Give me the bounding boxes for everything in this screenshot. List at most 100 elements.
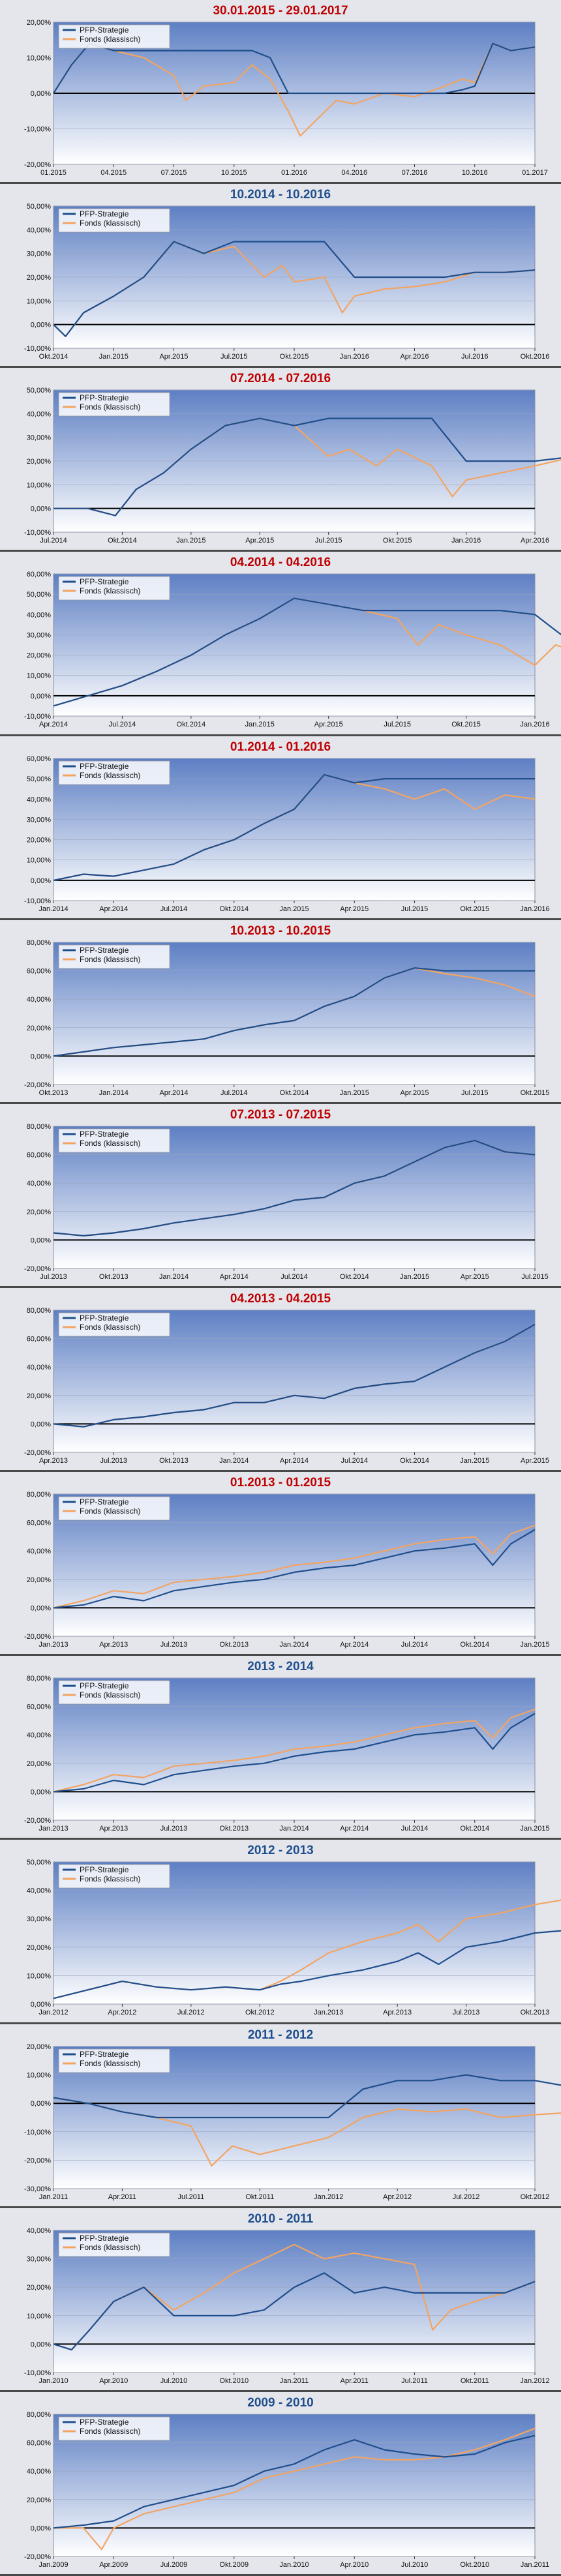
chart-panel: 01.2014 - 01.2016 60,00% 50,00% 40,00% 30,00… (0, 736, 561, 920)
legend-label: PFP-Strategie (80, 1681, 129, 1690)
x-tick-label: Jan.2014 (38, 905, 68, 913)
x-tick-label: Apr.2013 (99, 1641, 128, 1649)
y-tick-label: 40,00% (27, 2468, 52, 2476)
legend-label: Fonds (klassisch) (80, 586, 140, 595)
y-tick-label: 80,00% (27, 1491, 52, 1499)
x-tick-label: Apr.2013 (383, 2009, 412, 2016)
y-tick-label: 0,00% (31, 693, 51, 700)
x-tick-label: Jan.2011 (521, 2561, 549, 2569)
y-tick-label: -10,00% (24, 897, 51, 905)
legend (58, 1128, 170, 1153)
y-tick-label: -20,00% (24, 1817, 51, 1825)
x-tick-label: Jul.2013 (40, 1273, 67, 1281)
x-tick-label: Apr.2009 (99, 2561, 128, 2569)
x-tick-label: Apr.2013 (99, 1825, 128, 1833)
y-tick-label: 0,00% (31, 1236, 51, 1244)
x-tick-label: Jul.2015 (461, 1089, 489, 1097)
chart-panel: 04.2014 - 04.2016 60,00% 50,00% 40,00% 30,00… (0, 552, 561, 736)
legend-label: PFP-Strategie (80, 946, 129, 955)
x-tick-label: Okt.2010 (460, 2561, 489, 2569)
x-tick-label: Jan.2013 (38, 1641, 68, 1649)
x-tick-label: Jul.2011 (177, 2193, 204, 2201)
x-tick-label: Apr.2014 (220, 1273, 249, 1281)
x-tick-label: Apr.2014 (99, 905, 128, 913)
y-tick-label: 20,00% (27, 458, 52, 466)
y-tick-label: 20,00% (27, 19, 52, 27)
x-tick-label: Okt.2015 (280, 353, 309, 361)
x-tick-label: Apr.2014 (340, 1641, 369, 1649)
series-line-pfp-strategie (53, 417, 561, 517)
x-tick-label: Okt.2015 (460, 905, 489, 913)
chart-panel: 01.2013 - 01.2015 80,00% 60,00% 40,00% 20,00… (0, 1472, 561, 1656)
x-tick-label: Apr.2015 (400, 1089, 429, 1097)
legend-label: Fonds (klassisch) (80, 1323, 140, 1332)
y-tick-label: 40,00% (27, 1180, 52, 1188)
x-tick-label: Jan.2015 (520, 1641, 549, 1649)
chart-panel: 2009 - 2010 80,00% 60,00% 40,00% 20,00% 0,00%… (0, 2391, 561, 2576)
legend-label: Fonds (klassisch) (80, 218, 140, 228)
series-line-pfp-strategie (53, 2434, 536, 2529)
line-chart: 60,00% 50,00% 40,00% 30,00% 20,00% 10,00% 0,00… (24, 571, 561, 728)
y-tick-label: 0,00% (31, 322, 51, 329)
y-tick-label: -10,00% (24, 2128, 51, 2136)
y-tick-label: 40,00% (27, 1731, 52, 1739)
x-tick-label: Okt.2015 (383, 537, 412, 545)
y-tick-label: 60,00% (27, 1703, 52, 1711)
line-chart: 50,00%40,00%30,00%20,00%10,00%0,00%Jan.2… (27, 1859, 561, 2016)
x-tick-label: Jul.2009 (160, 2561, 188, 2569)
x-tick-label: 01.2016 (281, 169, 307, 177)
x-tick-label: Jan.2015 (245, 721, 275, 728)
y-tick-label: 60,00% (27, 2439, 52, 2447)
y-tick-label: 40,00% (27, 1887, 52, 1895)
x-tick-label: Jan.2016 (520, 905, 549, 913)
y-tick-label: 20,00% (27, 2284, 52, 2292)
y-tick-label: 30,00% (27, 2255, 52, 2263)
x-tick-label: Okt.2014 (340, 1273, 369, 1281)
chart-title: 2013 - 2014 (247, 1660, 314, 1674)
x-tick-label: Jul.2016 (461, 353, 489, 361)
x-tick-label: Apr.2016 (400, 353, 429, 361)
line-chart: 50,00% 40,00% 30,00% 20,00% 10,00% 0,00% -10,0… (24, 203, 549, 361)
y-tick-label: 40,00% (27, 612, 52, 620)
legend-label: PFP-Strategie (80, 2418, 129, 2427)
x-tick-label: Apr.2014 (39, 721, 68, 728)
x-tick-label: Jul.2015 (401, 905, 429, 913)
x-tick-label: Jan.2009 (38, 2561, 68, 2569)
y-tick-label: -20,00% (24, 1265, 51, 1273)
x-tick-label: Jan.2012 (314, 2193, 343, 2201)
x-tick-label: Jul.2014 (220, 1089, 248, 1097)
y-tick-label: 80,00% (27, 1123, 52, 1131)
x-tick-label: Jan.2010 (279, 2561, 309, 2569)
y-tick-label: 0,00% (31, 505, 51, 513)
chart-title: 01.2014 - 01.2016 (230, 740, 331, 754)
legend-label: PFP-Strategie (80, 209, 129, 218)
y-tick-label: 0,00% (31, 876, 51, 884)
x-tick-label: Apr.2011 (108, 2193, 136, 2201)
x-tick-label: Apr.2015 (159, 353, 188, 361)
y-tick-label: 60,00% (27, 967, 52, 975)
x-tick-label: Jan.2011 (280, 2377, 309, 2385)
x-tick-label: 04.2015 (100, 169, 127, 177)
y-tick-label: 10,00% (27, 2071, 52, 2079)
legend-label: PFP-Strategie (80, 393, 129, 402)
x-tick-label: Okt.2009 (219, 2561, 249, 2569)
legend-label: Fonds (klassisch) (80, 2059, 140, 2068)
legend-label: Fonds (klassisch) (80, 402, 140, 412)
y-tick-label: 0,00% (31, 2524, 51, 2532)
x-tick-label: Okt.2014 (400, 1457, 429, 1465)
x-tick-label: 04.2016 (341, 169, 367, 177)
legend-label: PFP-Strategie (80, 1313, 129, 1323)
y-tick-label: -10,00% (24, 529, 51, 537)
line-chart: 20,00% 10,00% 0,00% -10,00% -20,00%01.2015 04… (24, 19, 548, 177)
legend (58, 208, 170, 233)
chart-title: 2009 - 2010 (247, 2395, 314, 2410)
x-tick-label: Okt.2012 (245, 2009, 275, 2016)
x-tick-label: Apr.2015 (461, 1273, 489, 1281)
y-tick-label: 50,00% (27, 203, 52, 211)
y-tick-label: 60,00% (27, 1336, 52, 1343)
x-tick-label: Okt.2014 (108, 537, 137, 545)
y-tick-label: -20,00% (24, 1081, 51, 1089)
chart-title: 04.2014 - 04.2016 (230, 556, 331, 570)
y-tick-label: 20,00% (27, 2496, 52, 2504)
series-line-pfp-strategie (53, 1139, 536, 1236)
